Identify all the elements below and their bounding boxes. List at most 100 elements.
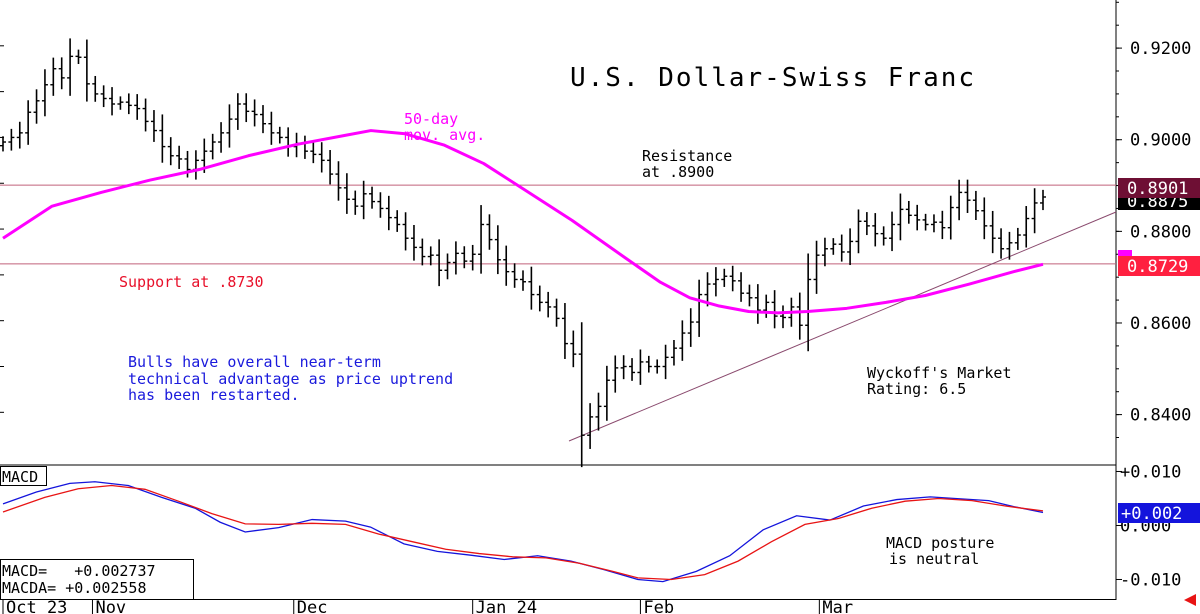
ohlc-bar: [956, 179, 963, 221]
month-label: Feb: [643, 598, 674, 614]
ma50-badge-stub: [1118, 250, 1132, 257]
ohlc-bar: [142, 98, 149, 132]
ohlc-bar: [930, 214, 937, 233]
ohlc-bar: [419, 238, 426, 266]
ohlc-bar: [410, 224, 417, 261]
ohlc-bar: [444, 253, 451, 280]
ohlc-bar: [738, 272, 745, 302]
macd-badge: +0.002: [1118, 503, 1200, 524]
ohlc-bar: [704, 272, 711, 307]
ohlc-bar: [687, 308, 694, 347]
ohlc-bar: [805, 253, 812, 352]
ohlc-bar: [1014, 227, 1021, 250]
ohlc-bar: [469, 244, 476, 271]
ohlc-bar: [134, 94, 141, 120]
rating-line1: Wyckoff's Market: [867, 364, 1012, 382]
ohlc-bar: [754, 284, 761, 324]
ohlc-bar: [654, 359, 661, 374]
macd-tick-label: -0.010: [1120, 570, 1181, 590]
ohlc-bar: [763, 294, 770, 318]
macd-value: +0.002: [1121, 504, 1182, 524]
ohlc-bar: [528, 266, 535, 310]
month-label: Nov: [95, 598, 126, 614]
ohlc-bar: [922, 213, 929, 231]
ohlc-bar: [402, 212, 409, 251]
ohlc-bar: [360, 180, 367, 220]
ohlc-bar: [964, 179, 971, 213]
ohlc-bar: [813, 240, 820, 294]
macd-posture-line2: is neutral: [889, 550, 979, 568]
ohlc-bar: [1031, 188, 1038, 234]
ohlc-bar: [595, 392, 602, 431]
ma50-line: [2, 129, 1044, 315]
ohlc-bar: [318, 142, 325, 173]
ohlc-bar: [1023, 206, 1030, 248]
ohlc-bars: [0, 38, 1046, 468]
ohlc-bar: [536, 285, 543, 312]
ohlc-bar: [587, 403, 594, 449]
ohlc-bar: [461, 246, 468, 269]
macd-tick-label: +0.010: [1120, 462, 1181, 482]
ohlc-bar: [335, 161, 342, 201]
ma50-label-line2: mov. avg.: [404, 126, 485, 144]
resistance-value: 0.8901: [1127, 179, 1188, 199]
ohlc-bar: [25, 100, 32, 145]
ohlc-bar: [192, 150, 199, 180]
ohlc-bar: [33, 89, 40, 124]
ohlc-bar: [603, 365, 610, 421]
ohlc-bar: [880, 226, 887, 246]
ohlc-bar: [16, 121, 23, 149]
ohlc-bar: [150, 110, 157, 142]
ohlc-bar: [41, 69, 48, 117]
macd-posture-line1: MACD posture: [886, 534, 994, 552]
ohlc-bar: [218, 122, 225, 153]
ohlc-bar: [209, 133, 216, 160]
ohlc-bar: [100, 85, 107, 108]
ohlc-bar: [821, 237, 828, 267]
ohlc-bar: [972, 190, 979, 221]
ohlc-bar: [981, 197, 988, 240]
ohlc-bar: [947, 195, 954, 240]
ohlc-bar: [50, 57, 57, 96]
ohlc-bar: [503, 245, 510, 286]
ohlc-bar: [251, 99, 258, 127]
ohlc-bar: [620, 355, 627, 380]
ohlc-bar: [771, 290, 778, 329]
support-value: 0.8729: [1127, 257, 1188, 277]
macda-line: [2, 484, 1044, 581]
ohlc-bar: [939, 210, 946, 240]
ohlc-bar: [746, 284, 753, 307]
ohlc-bar: [578, 322, 585, 468]
ohlc-bar: [268, 111, 275, 145]
price-tick-label: 0.9200: [1130, 39, 1191, 59]
ma50-label-line1: 50-day: [404, 110, 458, 128]
ohlc-bar: [553, 298, 560, 327]
ohlc-bar: [117, 96, 124, 110]
time-axis: Oct 23 Nov Dec Jan 24 Feb Mar: [2, 598, 853, 614]
month-label: Oct 23: [6, 598, 67, 614]
ohlc-bar: [637, 349, 644, 385]
ohlc-bar: [0, 136, 6, 152]
macd-readout-line2: MACDA= +0.002558: [2, 579, 147, 597]
ohlc-bar: [452, 241, 459, 275]
ohlc-bar: [796, 292, 803, 340]
ohlc-bar: [243, 93, 250, 123]
uptrend-line: [568, 211, 1117, 442]
ohlc-bar: [159, 114, 166, 163]
commentary-line3: has been restarted.: [128, 386, 300, 404]
ohlc-bar: [847, 228, 854, 266]
ohlc-bar: [905, 200, 912, 224]
ohlc-bar: [914, 204, 921, 231]
rating-line2: Rating: 6.5: [867, 380, 966, 398]
macd-readout-box: MACD= +0.002737 MACDA= +0.002558: [0, 559, 194, 600]
ohlc-bar: [8, 128, 15, 151]
ohlc-bar: [872, 213, 879, 247]
ohlc-bar: [83, 39, 90, 102]
scroll-arrow-icon[interactable]: [1184, 594, 1196, 606]
ohlc-bar: [394, 210, 401, 232]
ohlc-bar: [1006, 231, 1013, 260]
ohlc-bar: [234, 93, 241, 130]
ohlc-bar: [226, 104, 233, 148]
ohlc-bar: [1040, 189, 1046, 211]
